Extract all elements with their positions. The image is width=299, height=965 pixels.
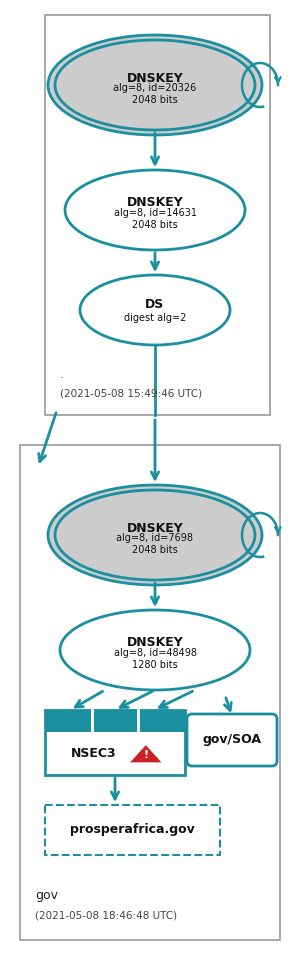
Ellipse shape <box>48 35 262 135</box>
FancyBboxPatch shape <box>20 445 280 940</box>
Text: NSEC3: NSEC3 <box>71 747 117 760</box>
Text: DNSKEY: DNSKEY <box>126 637 183 649</box>
Text: (2021-05-08 18:46:48 UTC): (2021-05-08 18:46:48 UTC) <box>35 910 177 920</box>
Text: alg=8, id=7698
2048 bits: alg=8, id=7698 2048 bits <box>117 534 193 555</box>
Ellipse shape <box>55 490 255 580</box>
Ellipse shape <box>48 485 262 585</box>
Text: DS: DS <box>145 297 165 311</box>
Text: DNSKEY: DNSKEY <box>126 197 183 209</box>
Text: alg=8, id=20326
2048 bits: alg=8, id=20326 2048 bits <box>113 83 197 105</box>
FancyBboxPatch shape <box>45 15 270 415</box>
Text: gov: gov <box>35 889 58 901</box>
Text: .: . <box>60 370 64 380</box>
Ellipse shape <box>60 610 250 690</box>
FancyBboxPatch shape <box>45 710 185 732</box>
Text: !: ! <box>143 751 148 760</box>
Text: DNSKEY: DNSKEY <box>126 71 183 85</box>
Text: digest alg=2: digest alg=2 <box>124 313 186 323</box>
FancyBboxPatch shape <box>45 805 220 855</box>
Polygon shape <box>128 744 164 763</box>
Text: alg=8, id=14631
2048 bits: alg=8, id=14631 2048 bits <box>114 208 196 230</box>
FancyBboxPatch shape <box>187 714 277 766</box>
Text: gov/SOA: gov/SOA <box>202 733 262 747</box>
FancyBboxPatch shape <box>45 710 185 775</box>
Text: prosperafrica.gov: prosperafrica.gov <box>70 823 195 837</box>
Text: alg=8, id=48498
1280 bits: alg=8, id=48498 1280 bits <box>114 648 196 670</box>
Ellipse shape <box>55 40 255 130</box>
Text: DNSKEY: DNSKEY <box>126 521 183 535</box>
Ellipse shape <box>80 275 230 345</box>
Ellipse shape <box>65 170 245 250</box>
Text: (2021-05-08 15:49:46 UTC): (2021-05-08 15:49:46 UTC) <box>60 388 202 398</box>
